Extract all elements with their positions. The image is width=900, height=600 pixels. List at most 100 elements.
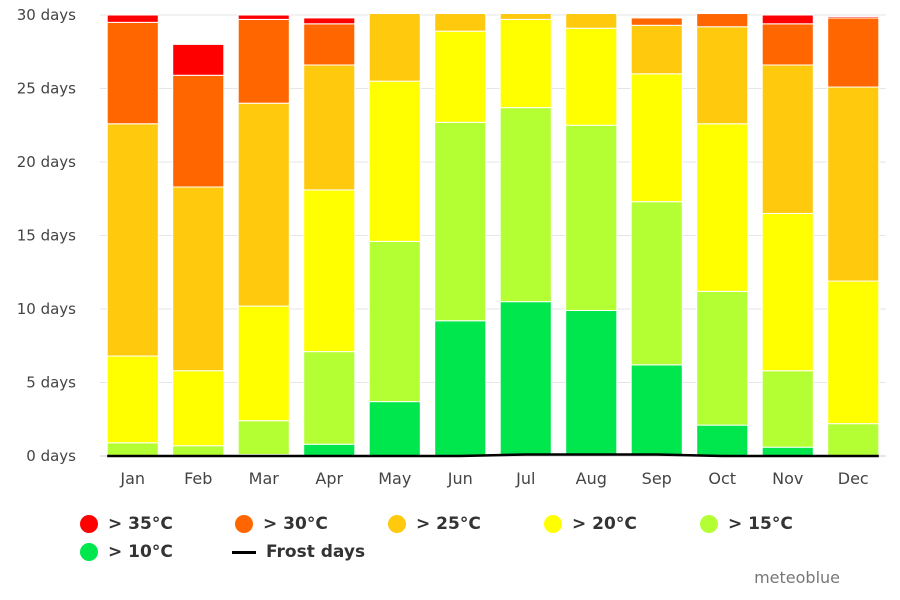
bar-jul-s1	[499, 107, 552, 303]
bar-oct-s1	[696, 290, 749, 426]
bar-dec-s2	[827, 280, 880, 425]
bar-dec-s3	[827, 86, 880, 282]
legend-item-30c[interactable]: > 30°C	[235, 514, 328, 534]
bar-nov-s3	[761, 64, 814, 214]
line-series-frost-days	[107, 453, 879, 458]
legend-label-30c: > 30°C	[263, 514, 328, 534]
bar-oct-s4	[696, 13, 749, 28]
bar-feb-s5	[172, 43, 225, 76]
legend-dot-30c	[235, 515, 253, 533]
y-tick-label-30: 30 days	[17, 6, 76, 24]
legend-item-10c[interactable]: > 10°C	[80, 542, 173, 562]
y-tick-label-15: 15 days	[17, 227, 76, 245]
bar-jan-s3	[106, 123, 159, 357]
stacked-bar-chart: 0 days 5 days 10 days 15 days 20 days 25 days…	[17, 6, 886, 488]
legend-label-35c: > 35°C	[108, 514, 173, 534]
x-tick-label-dec: Dec	[838, 469, 869, 488]
bar-jun-s1	[434, 121, 487, 322]
x-tick-label-jan: Jan	[119, 469, 145, 488]
x-tick-label-jun: Jun	[447, 469, 473, 488]
bar-feb-s4	[172, 74, 225, 188]
legend-label-10c: > 10°C	[108, 542, 173, 562]
legend-line-frost-days	[232, 550, 256, 554]
bar-oct-s2	[696, 123, 749, 292]
bar-may-s2	[368, 80, 421, 242]
legend-dot-35c	[80, 515, 98, 533]
bar-dec-s5	[827, 15, 880, 19]
legend-label-15c: > 15°C	[728, 514, 793, 534]
bar-jun-s3	[434, 13, 487, 32]
bar-apr-s0	[303, 443, 356, 457]
y-tick-label-10: 10 days	[17, 300, 76, 318]
bar-mar-s1	[237, 420, 290, 456]
bar-may-s3	[368, 13, 421, 82]
bar-mar-s3	[237, 102, 290, 307]
bar-sep-s0	[630, 364, 683, 457]
bar-jun-s2	[434, 30, 487, 123]
bar-sep-s4	[630, 17, 683, 26]
y-tick-label-25: 25 days	[17, 80, 76, 98]
bar-feb-s3	[172, 186, 225, 372]
x-tick-label-oct: Oct	[708, 469, 736, 488]
bar-jan-s2	[106, 355, 159, 444]
bar-oct-s0	[696, 424, 749, 457]
bar-nov-s1	[761, 370, 814, 448]
bar-jul-s0	[499, 301, 552, 457]
legend-item-frost-days[interactable]: Frost days	[232, 542, 365, 562]
x-tick-label-mar: Mar	[249, 469, 280, 488]
bar-sep-s1	[630, 201, 683, 366]
legend-item-35c[interactable]: > 35°C	[80, 514, 173, 534]
bar-nov-s5	[761, 14, 814, 25]
legend-item-20c[interactable]: > 20°C	[544, 514, 637, 534]
legend-item-25c[interactable]: > 25°C	[388, 514, 481, 534]
bar-jan-s1	[106, 442, 159, 457]
legend-label-frost-days: Frost days	[266, 542, 366, 562]
bar-apr-s2	[303, 189, 356, 353]
y-tick-label-0: 0 days	[26, 447, 76, 465]
bar-apr-s5	[303, 17, 356, 25]
x-tick-label-feb: Feb	[184, 469, 212, 488]
y-tick-label-20: 20 days	[17, 153, 76, 171]
bar-jan-s4	[106, 21, 159, 125]
legend-dot-15c	[700, 515, 718, 533]
x-tick-label-may: May	[378, 469, 411, 488]
bar-may-s0	[368, 401, 421, 457]
bar-aug-s2	[565, 27, 618, 126]
bar-apr-s3	[303, 64, 356, 191]
bar-mar-s2	[237, 305, 290, 422]
legend-label-20c: > 20°C	[572, 514, 637, 534]
x-tick-label-nov: Nov	[772, 469, 803, 488]
bar-nov-s4	[761, 23, 814, 66]
x-tick-label-apr: Apr	[315, 469, 343, 488]
legend-item-15c[interactable]: > 15°C	[700, 514, 793, 534]
bar-jul-s2	[499, 18, 552, 109]
x-tick-label-aug: Aug	[576, 469, 607, 488]
bar-feb-s2	[172, 370, 225, 447]
bar-apr-s4	[303, 23, 356, 66]
bar-mar-s5	[237, 14, 290, 20]
bar-oct-s3	[696, 26, 749, 125]
credit-text: meteoblue	[754, 568, 840, 587]
x-tick-label-jul: Jul	[515, 469, 535, 488]
legend-dot-20c	[544, 515, 562, 533]
bar-aug-s1	[565, 124, 618, 311]
bar-feb-s1	[172, 445, 225, 457]
legend-dot-10c	[80, 543, 98, 561]
bar-sep-s3	[630, 24, 683, 75]
bar-sep-s2	[630, 73, 683, 203]
bar-nov-s0	[761, 446, 814, 457]
bar-jul-s3	[499, 13, 552, 20]
legend-label-25c: > 25°C	[416, 514, 481, 534]
bar-jan-s5	[106, 14, 159, 23]
bar-apr-s1	[303, 351, 356, 445]
bar-dec-s4	[827, 17, 880, 88]
legend-dot-25c	[388, 515, 406, 533]
bar-mar-s4	[237, 18, 290, 104]
bar-may-s1	[368, 240, 421, 403]
bar-jun-s0	[434, 320, 487, 457]
bar-dec-s1	[827, 423, 880, 457]
bar-nov-s2	[761, 212, 814, 372]
y-tick-label-5: 5 days	[26, 374, 76, 392]
bar-aug-s3	[565, 13, 618, 29]
bar-aug-s0	[565, 309, 618, 457]
